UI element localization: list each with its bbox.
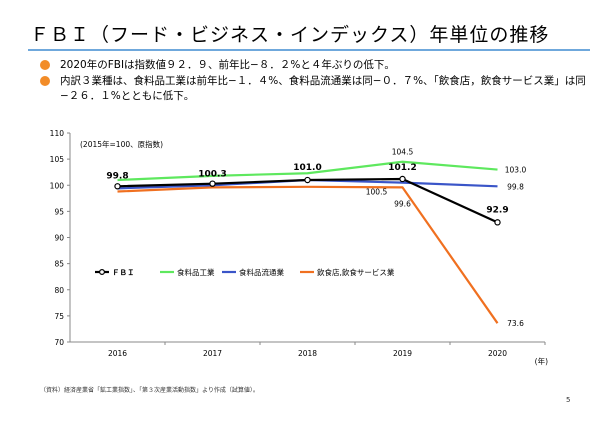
y-tick-label: 95 [54,207,64,216]
data-point [114,183,121,190]
data-label: 103.0 [505,166,527,175]
bullet-list: 2020年のFBIは指数値９２．９、前年比−８．２%と４年ぶりの低下。 内訳３業… [40,58,595,105]
data-label: 101.0 [293,163,321,173]
legend-label: ＦＢＩ [112,268,135,277]
legend-label: 飲食店,飲食サービス業 [317,267,395,277]
data-point [399,175,406,183]
y-tick-label: 85 [54,260,64,269]
data-point [494,219,501,226]
series-line [117,160,498,182]
x-tick-label: 2020 [488,349,507,358]
bullet-dot-icon [40,76,50,86]
y-tick-label: 70 [54,338,64,347]
legend-label: 食料品工業 [177,267,215,277]
x-tick-label: 2016 [108,349,127,358]
chart-note: (2015年=100、原指数) [80,139,163,149]
source-footnote: （資料）経済産業省「鉱工業指数」、「第３次産業活動指数」より作成（試算値）。 [40,387,259,394]
data-label: 73.6 [507,319,524,328]
y-tick-label: 100 [50,181,65,190]
title-divider [28,49,590,51]
x-tick-label: 2018 [298,349,317,358]
bullet-dot-icon [40,60,50,70]
data-point [304,176,311,184]
series-line [117,177,498,224]
x-axis-unit: (年) [535,356,548,366]
data-label: 99.6 [394,199,411,208]
series-line [117,185,499,324]
data-label: 92.9 [486,205,508,215]
legend-label: 食料品流通業 [239,267,284,277]
y-tick-label: 80 [54,286,64,295]
bullet-text: 内訳３業種は、食料品工業は前年比−１．４%、食料品流通業は同−０．７%、「飲食店… [60,75,586,102]
bullet-item: 内訳３業種は、食料品工業は前年比−１．４%、食料品流通業は同−０．７%、「飲食店… [40,74,595,104]
x-tick-label: 2019 [393,349,412,358]
page-title: ＦＢＩ（フード・ビジネス・インデックス）年単位の推移 [30,24,550,46]
data-label: 101.2 [388,163,416,173]
data-label: 99.8 [507,182,524,191]
bullet-item: 2020年のFBIは指数値９２．９、前年比−８．２%と４年ぶりの低下。 [40,58,595,73]
y-tick-label: 110 [50,129,65,138]
y-tick-label: 105 [50,155,65,164]
data-label: 100.3 [198,170,226,180]
x-tick-label: 2017 [203,349,222,358]
data-point [209,180,216,187]
data-label: 104.5 [392,148,414,157]
data-label: 100.5 [366,188,388,197]
y-tick-label: 90 [54,234,64,243]
bullet-text: 2020年のFBIは指数値９２．９、前年比−８．２%と４年ぶりの低下。 [60,59,395,71]
y-tick-label: 75 [54,312,64,321]
data-label: 99.8 [106,171,128,181]
page-number: 5 [566,396,571,404]
legend-marker [98,269,105,276]
